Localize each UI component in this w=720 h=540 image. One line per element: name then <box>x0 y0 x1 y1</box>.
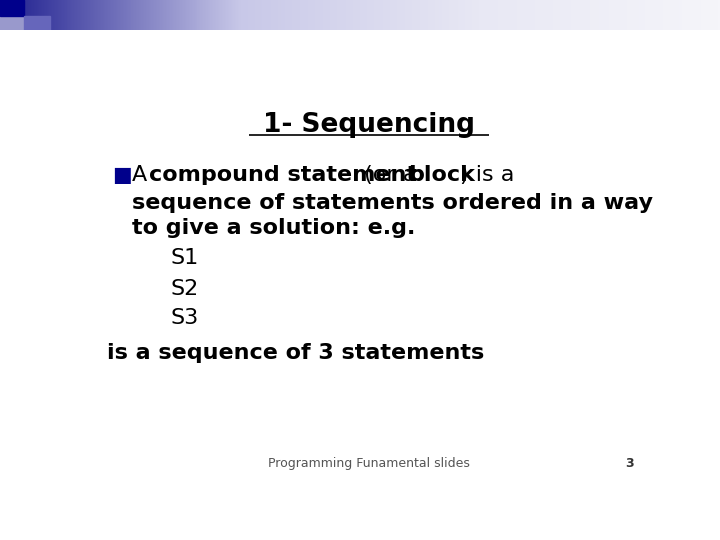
Text: S3: S3 <box>171 308 199 328</box>
Text: Programming Funamental slides: Programming Funamental slides <box>268 457 470 470</box>
Bar <box>24 16 50 30</box>
Text: ) is a: ) is a <box>460 165 515 185</box>
Text: (or a: (or a <box>357 165 423 185</box>
Text: compound statement: compound statement <box>149 165 417 185</box>
Text: to give a solution: e.g.: to give a solution: e.g. <box>132 218 415 238</box>
Text: S1: S1 <box>171 248 199 268</box>
Text: 1- Sequencing: 1- Sequencing <box>263 112 475 138</box>
Text: A: A <box>132 165 154 185</box>
Text: 3: 3 <box>626 457 634 470</box>
Text: block: block <box>408 165 475 185</box>
Bar <box>0 16 24 30</box>
Bar <box>0 0 24 16</box>
Text: S2: S2 <box>171 279 199 299</box>
Text: sequence of statements ordered in a way: sequence of statements ordered in a way <box>132 193 653 213</box>
Text: is a sequence of 3 statements: is a sequence of 3 statements <box>107 342 484 362</box>
Text: ■: ■ <box>112 165 132 185</box>
